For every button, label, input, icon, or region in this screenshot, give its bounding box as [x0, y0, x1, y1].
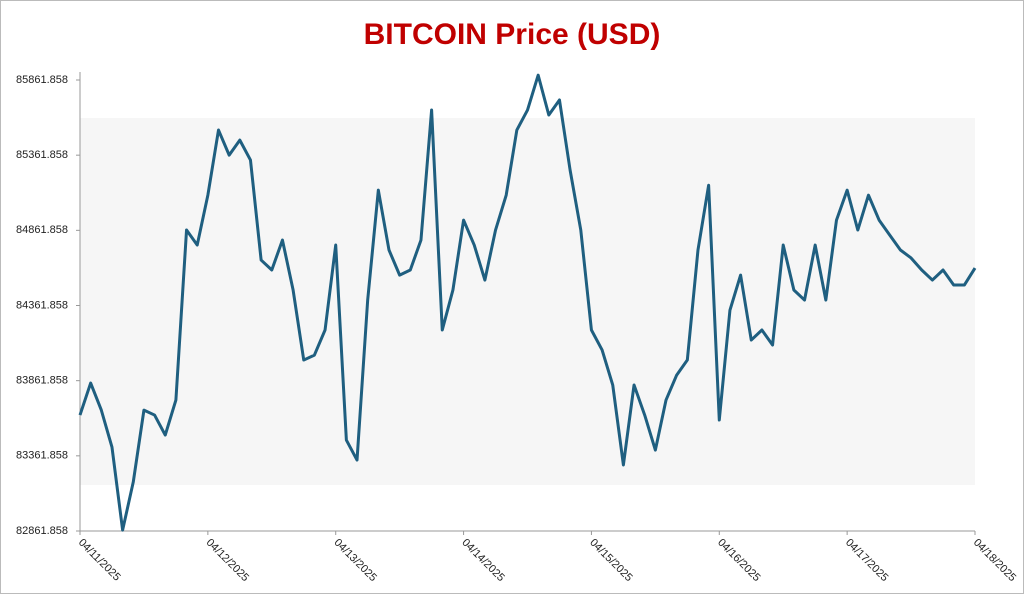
- y-tick-label: 82861.858: [16, 525, 68, 537]
- y-tick-label: 85861.858: [16, 74, 68, 86]
- chart-title: BITCOIN Price (USD): [364, 18, 661, 51]
- y-tick-label: 85361.858: [16, 149, 68, 161]
- watermark-area: [80, 118, 975, 485]
- y-tick-label: 83361.858: [16, 450, 68, 462]
- y-tick-label: 84361.858: [16, 299, 68, 311]
- y-tick-label: 84861.858: [16, 224, 68, 236]
- price-line: [78, 73, 977, 532]
- y-tick-label: 83861.858: [16, 375, 68, 387]
